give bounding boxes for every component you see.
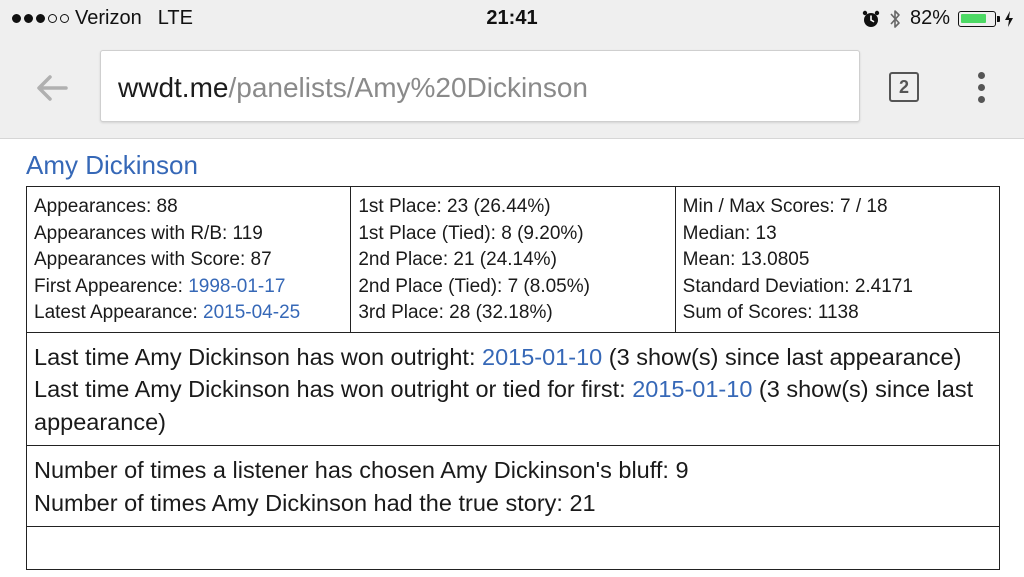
status-time: 21:41 xyxy=(486,7,538,29)
bluetooth-icon xyxy=(890,9,900,28)
first-place-stat: 1st Place: 23 (26.44%) xyxy=(358,196,551,217)
empty-cell xyxy=(26,526,1000,571)
scores-column: Min / Max Scores: 7 / 18 Median: 13 Mean… xyxy=(674,186,1001,333)
tab-switcher-icon[interactable]: 2 xyxy=(889,72,919,102)
signal-dot xyxy=(48,14,57,23)
first-appearance-date-link[interactable]: 1998-01-17 xyxy=(188,275,286,297)
median-score: Median: 13 xyxy=(682,222,777,244)
url-text[interactable]: wwdt.me/panelists/Amy%20Dickinson xyxy=(118,72,588,104)
standard-deviation: Standard Deviation: 2.4171 xyxy=(682,275,913,297)
menu-dot xyxy=(978,72,985,79)
min-max-scores: Min / Max Scores: 7 / 18 xyxy=(682,196,888,217)
empty-row xyxy=(26,526,1000,571)
address-bar[interactable]: wwdt.me/panelists/Amy%20Dickinson xyxy=(100,50,860,122)
network-type: LTE xyxy=(157,7,193,29)
charging-icon xyxy=(1005,10,1013,27)
status-left: Verizon LTE xyxy=(12,7,193,30)
bluff-stats-cell: Number of times a listener has chosen Am… xyxy=(26,445,1000,528)
last-outright-win-text: Last time Amy Dickinson has won outright… xyxy=(34,343,483,370)
last-outright-win-suffix: (3 show(s) since last appearance) xyxy=(602,343,962,370)
carrier-name: Verizon xyxy=(75,7,142,29)
battery-tip xyxy=(997,15,1000,22)
true-story-count: Number of times Amy Dickinson had the tr… xyxy=(34,489,596,516)
panelist-stats-table: Appearances: 88 Appearances with R/B: 11… xyxy=(25,186,1001,571)
url-path: /panelists/Amy%20Dickinson xyxy=(228,72,588,103)
last-tied-win: Last time Amy Dickinson has won outright… xyxy=(34,373,992,438)
battery-percentage: 82% xyxy=(909,7,950,29)
back-arrow-icon[interactable] xyxy=(32,70,72,106)
second-place-tied-stat: 2nd Place (Tied): 7 (8.05%) xyxy=(358,275,590,297)
second-place-stat: 2nd Place: 21 (24.14%) xyxy=(358,249,557,271)
latest-appearance-label: Latest Appearance: xyxy=(34,302,204,324)
status-right: 82% xyxy=(862,7,1014,30)
stats-row: Appearances: 88 Appearances with R/B: 11… xyxy=(25,186,1001,333)
last-tied-win-date-link[interactable]: 2015-01-10 xyxy=(632,376,753,403)
mean-score: Mean: 13.0805 xyxy=(682,249,810,271)
signal-dot xyxy=(60,14,69,23)
wins-row: Last time Amy Dickinson has won outright… xyxy=(26,331,1000,447)
alarm-icon xyxy=(862,10,880,27)
rankings-column: 1st Place: 23 (26.44%) 1st Place (Tied):… xyxy=(350,186,676,333)
menu-dot xyxy=(978,96,985,103)
battery-level-fill xyxy=(961,13,986,23)
menu-dot xyxy=(978,84,985,91)
last-tied-win-text: Last time Amy Dickinson has won outright… xyxy=(34,376,633,403)
signal-dot xyxy=(12,14,21,23)
third-place-stat: 3rd Place: 28 (32.18%) xyxy=(358,302,553,324)
first-appearance: First Appearence: 1998-01-17 xyxy=(34,274,343,301)
bluff-chosen-count: Number of times a listener has chosen Am… xyxy=(34,457,689,484)
signal-dot xyxy=(36,14,45,23)
latest-appearance-date-link[interactable]: 2015-04-25 xyxy=(203,302,301,324)
battery-icon xyxy=(958,10,1000,27)
appearances-column: Appearances: 88 Appearances with R/B: 11… xyxy=(25,186,352,333)
url-domain: wwdt.me xyxy=(118,72,229,103)
overflow-menu-icon[interactable] xyxy=(966,70,996,106)
first-place-tied-stat: 1st Place (Tied): 8 (9.20%) xyxy=(358,222,584,244)
bluff-row: Number of times a listener has chosen Am… xyxy=(26,445,1000,528)
appearances-score-count: Appearances with Score: 87 xyxy=(34,249,272,271)
status-bar: Verizon LTE 21:41 82% xyxy=(0,0,1024,38)
latest-appearance: Latest Appearance: 2015-04-25 xyxy=(34,300,343,327)
appearances-count: Appearances: 88 xyxy=(34,196,178,217)
signal-strength-icon xyxy=(12,14,69,23)
browser-toolbar: wwdt.me/panelists/Amy%20Dickinson 2 xyxy=(0,38,1024,139)
appearances-rb-count: Appearances with R/B: 119 xyxy=(34,222,263,244)
sum-of-scores: Sum of Scores: 1138 xyxy=(682,302,859,324)
first-appearance-label: First Appearence: xyxy=(34,275,189,297)
page-content: Amy Dickinson Appearances: 88 Appearance… xyxy=(25,150,1001,571)
signal-dot xyxy=(24,14,33,23)
last-outright-win: Last time Amy Dickinson has won outright… xyxy=(34,341,992,374)
last-outright-win-date-link[interactable]: 2015-01-10 xyxy=(482,343,603,370)
panelist-name-link[interactable]: Amy Dickinson xyxy=(26,150,198,180)
last-wins-cell: Last time Amy Dickinson has won outright… xyxy=(26,331,1000,447)
last-tied-win-suffix: (3 show(s) since last appearance) xyxy=(34,376,974,435)
